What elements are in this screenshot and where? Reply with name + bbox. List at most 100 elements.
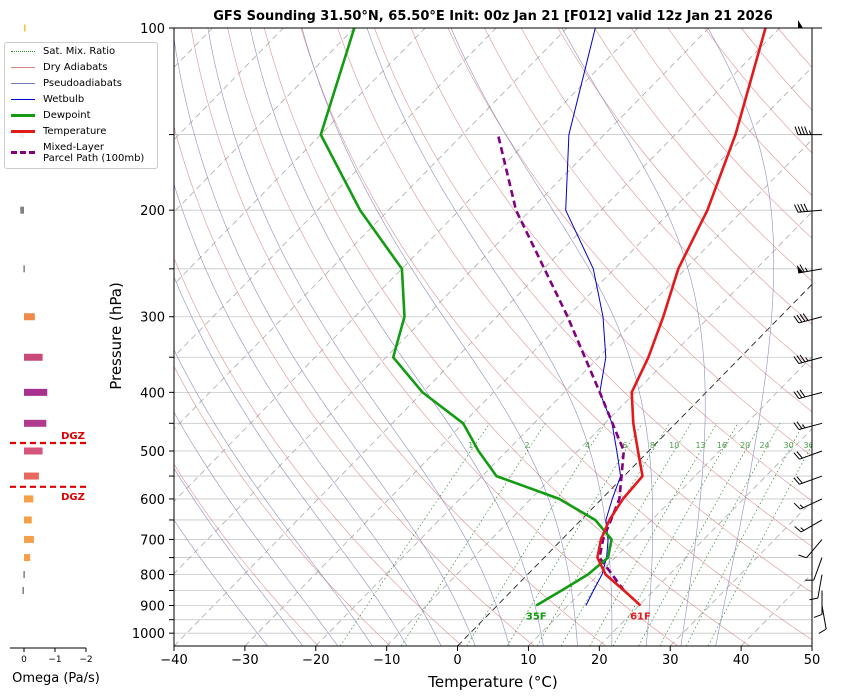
barb-flag	[809, 598, 817, 600]
legend-label-dry-adiabats: Dry Adiabats	[43, 62, 107, 73]
y-tick-label: 1000	[132, 627, 165, 642]
omega-bar	[24, 448, 43, 455]
wind-barb	[794, 499, 822, 509]
legend: Sat. Mix. Ratio Dry Adiabats Pseudoadiab…	[4, 42, 158, 169]
barb-half-flag	[806, 358, 808, 361]
barb-staff	[818, 575, 822, 599]
y-tick-label: 400	[140, 386, 165, 401]
pseudoadiabat-line	[142, 28, 441, 646]
omega-bar	[24, 25, 26, 32]
legend-swatch-dewpoint	[11, 114, 35, 117]
x-tick-label: −40	[160, 653, 187, 668]
wind-barb	[805, 558, 822, 581]
x-tick-label: 40	[733, 653, 750, 668]
wind-barb	[798, 20, 822, 28]
dgz-label: DGZ	[61, 431, 85, 442]
y-tick-label: 700	[140, 533, 165, 548]
x-tick-label: −10	[373, 653, 400, 668]
legend-label-parcel-line2: Parcel Path (100mb)	[43, 153, 144, 164]
legend-swatch-pseudoadiabats	[11, 83, 35, 84]
mixing-ratio-label: 16	[717, 441, 727, 450]
mixing-ratio-line	[340, 423, 489, 646]
pseudoadiabat-line	[562, 28, 705, 646]
omega-axis-label: Omega (Pa/s)	[12, 671, 100, 686]
x-tick-label: −30	[231, 653, 258, 668]
omega-bar	[24, 354, 43, 361]
mixing-ratio-line	[660, 423, 780, 646]
legend-swatch-sat-mix	[11, 51, 35, 52]
legend-label-wetbulb: Wetbulb	[43, 94, 84, 105]
pseudoadiabat-line	[208, 28, 509, 646]
dry-adiabat-line	[448, 28, 849, 646]
omega-bar	[23, 571, 25, 578]
dry-adiabat-line	[741, 28, 849, 646]
wind-barb	[795, 520, 822, 532]
pseudoadiabat-line	[302, 28, 578, 646]
legend-label-parcel-line1: Mixed-Layer	[43, 142, 104, 153]
dry-adiabat-line	[485, 28, 849, 646]
omega-bar	[24, 420, 46, 427]
dry-adiabat-line	[815, 28, 849, 646]
mixing-ratio-label: 20	[740, 441, 750, 450]
pseudoadiabat-line	[115, 28, 407, 646]
omega-bar	[24, 389, 47, 396]
barb-flag	[814, 614, 822, 617]
barb-staff	[799, 476, 822, 484]
isotherm-line	[741, 28, 849, 646]
x-tick-label: −20	[302, 653, 329, 668]
legend-label-sat-mix: Sat. Mix. Ratio	[43, 46, 115, 57]
mixing-ratio-line	[561, 423, 691, 646]
barb-staff	[822, 605, 826, 629]
omega-bar	[24, 495, 33, 502]
omega-tick-label: 0	[21, 655, 27, 665]
barb-flag	[798, 204, 802, 212]
wind-barb	[794, 204, 822, 213]
x-tick-label: 0	[453, 653, 461, 668]
x-tick-label: 30	[662, 653, 679, 668]
y-axis-label: Pressure (hPa)	[107, 282, 125, 390]
mixing-ratio-label: 13	[695, 441, 705, 450]
wind-barb	[799, 539, 822, 557]
barb-staff	[799, 451, 822, 459]
mixing-ratio-label: 24	[759, 441, 769, 450]
barb-staff	[807, 539, 822, 557]
y-tick-label: 200	[140, 204, 165, 219]
dry-adiabat-line	[778, 28, 849, 646]
omega-tick-label: −1	[48, 655, 61, 665]
barb-half-flag	[805, 268, 807, 272]
barb-flag	[805, 127, 808, 135]
mixing-ratio-label: 4	[585, 441, 590, 450]
legend-swatch-wetbulb	[11, 99, 35, 100]
omega-bar	[20, 207, 24, 214]
omega-bar	[24, 516, 32, 523]
omega-bar	[24, 313, 35, 320]
y-tick-label: 900	[140, 599, 165, 614]
data-series: 61F 35F	[321, 28, 766, 622]
dry-adiabat-line	[668, 28, 849, 646]
wind-barb	[819, 605, 826, 633]
y-tick-label: 300	[140, 311, 165, 326]
wind-barb	[795, 127, 822, 135]
y-tick-label: 500	[140, 445, 165, 460]
barb-flag	[819, 629, 826, 633]
surface-temp-label: 35F	[526, 611, 547, 622]
barb-flag	[794, 205, 798, 213]
x-tick-label: 10	[520, 653, 537, 668]
surface-temp-label: 61F	[630, 611, 651, 622]
barb-flag	[794, 503, 800, 509]
x-axis-label: Temperature (°C)	[427, 673, 557, 691]
wind-barb	[794, 476, 822, 484]
dry-adiabat-line	[374, 28, 849, 646]
barb-flag	[795, 527, 802, 532]
legend-label-temperature: Temperature	[43, 126, 106, 137]
wind-barb	[794, 314, 822, 323]
omega-bar	[24, 536, 34, 543]
omega-bar	[22, 587, 24, 594]
barb-flag	[798, 127, 801, 135]
plot-frame	[174, 28, 812, 646]
isotherm-line	[174, 28, 780, 646]
omega-bar	[24, 554, 30, 561]
omega-bar	[23, 265, 25, 272]
barb-flag	[795, 127, 798, 135]
